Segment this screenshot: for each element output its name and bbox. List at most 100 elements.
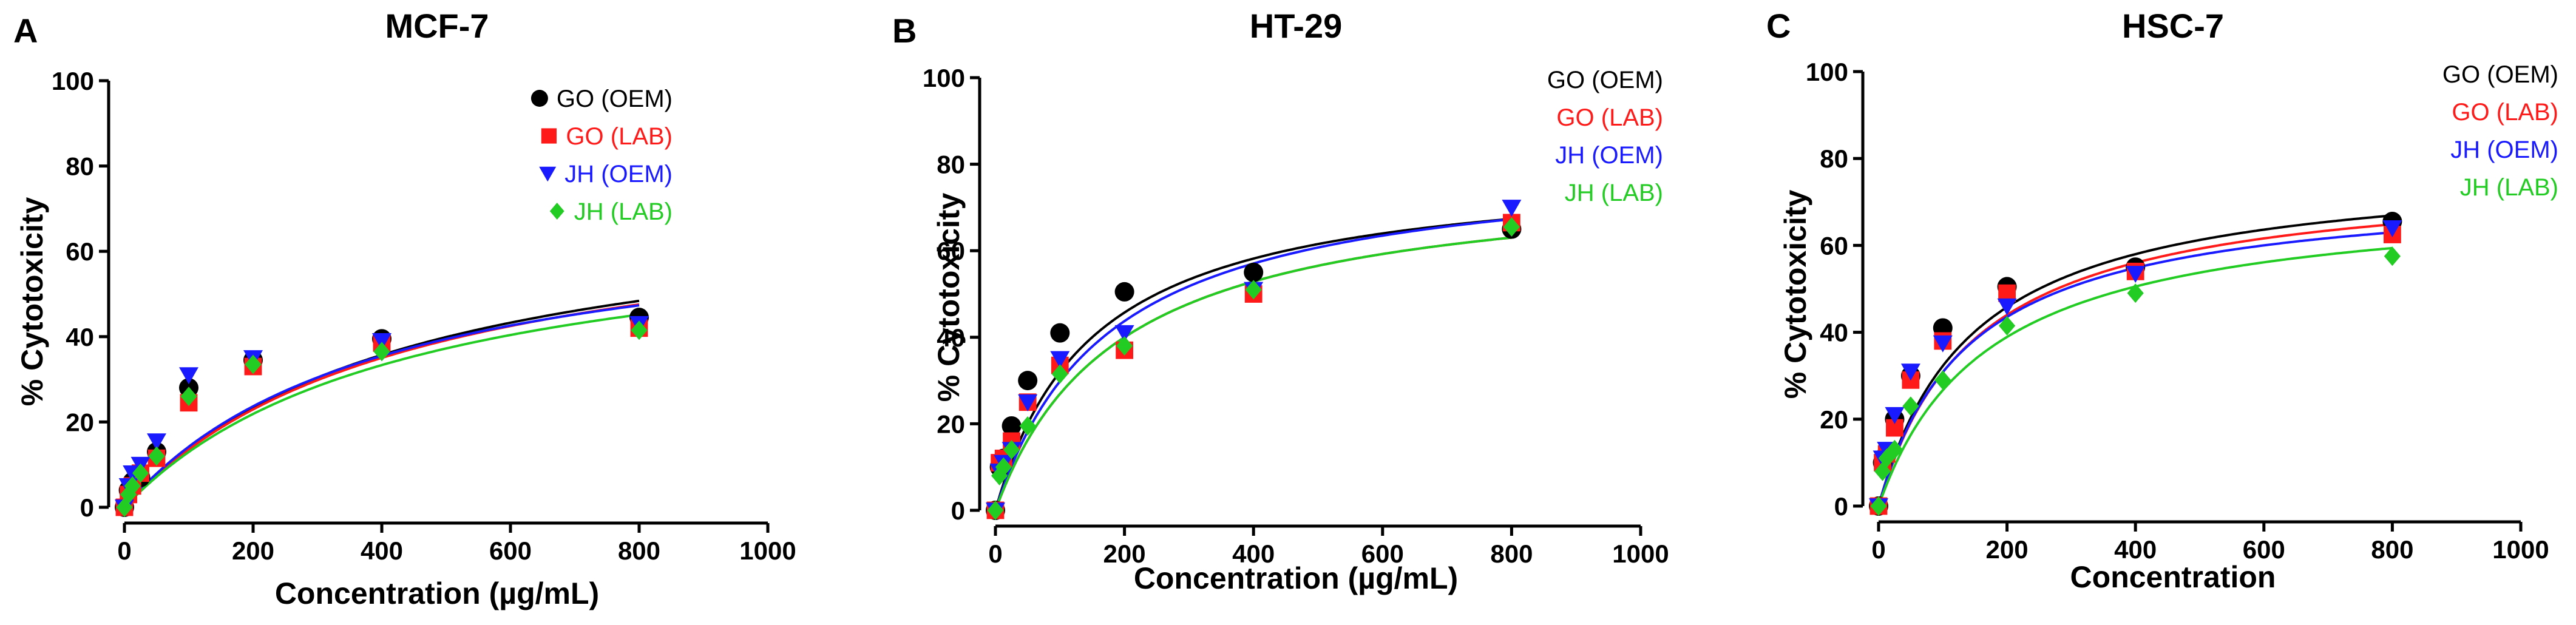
legend-item-jh-lab: JH (LAB) — [2460, 174, 2558, 201]
data-point — [1997, 298, 2017, 316]
legend-marker — [541, 128, 557, 144]
data-point — [1900, 363, 1920, 381]
legend-label: GO (LAB) — [2452, 99, 2558, 126]
y-tick-label: 100 — [52, 67, 94, 95]
data-point — [2382, 220, 2402, 237]
fit-curve-go-oem — [994, 217, 1512, 511]
x-axis-label: Concentration — [2070, 560, 2276, 594]
legend-item-jh-lab: JH (LAB) — [1565, 180, 1663, 206]
x-tick-label: 400 — [361, 536, 403, 565]
legend: GO (OEM) GO (LAB) JH (OEM) JH (LAB) — [1547, 67, 1663, 206]
x-tick-label: 600 — [2243, 535, 2285, 564]
legend-item-go-lab: GO (LAB) — [1556, 104, 1663, 131]
x-tick-label: 1000 — [1612, 539, 1669, 568]
data-point — [1116, 336, 1133, 356]
chart-title: HSC-7 — [2122, 7, 2224, 45]
panel-a: A MCF-7 Concentration (µg/mL) % Cytotoxi… — [13, 7, 796, 610]
legend-label: JH (OEM) — [564, 161, 673, 187]
legend-item-jh-oem: JH (OEM) — [539, 161, 673, 187]
y-tick-label: 0 — [80, 493, 94, 522]
y-tick-label: 60 — [1820, 231, 1848, 260]
y-tick-label: 80 — [1820, 144, 1848, 173]
data-point — [148, 446, 165, 466]
x-tick-label: 600 — [1361, 539, 1404, 568]
data-point — [1885, 407, 1905, 424]
data-point — [245, 354, 262, 374]
data-point — [180, 387, 197, 407]
x-tick-label: 800 — [618, 536, 660, 565]
data-point — [1018, 371, 1038, 391]
chart-title: HT-29 — [1250, 7, 1343, 45]
data-point — [132, 463, 149, 483]
data-point — [1003, 440, 1020, 460]
data-point — [1050, 351, 1070, 368]
x-tick-label: 800 — [1490, 539, 1533, 568]
data-point — [1050, 323, 1070, 343]
data-point — [372, 333, 391, 351]
x-axis-label: Concentration (µg/mL) — [275, 576, 599, 610]
legend-item-jh-oem: JH (OEM) — [2450, 137, 2558, 163]
data-point — [2384, 246, 2401, 266]
y-axis-label: % Cytotoxicity — [932, 193, 966, 402]
legend-label: GO (OEM) — [1547, 67, 1663, 93]
series-jh-lab — [1870, 246, 2401, 516]
series-jh-lab — [116, 320, 648, 517]
data-point — [1934, 370, 1951, 390]
x-tick-label: 400 — [1232, 539, 1275, 568]
y-tick-label: 100 — [1806, 58, 1848, 86]
y-tick-label: 60 — [66, 237, 94, 266]
fit-curve-go-oem — [1877, 214, 2393, 507]
y-tick-label: 60 — [937, 237, 965, 265]
data-point — [987, 501, 1004, 520]
data-point — [1244, 262, 1264, 282]
data-point — [1019, 416, 1036, 436]
data-point — [147, 433, 166, 451]
x-tick-label: 800 — [2371, 535, 2413, 564]
chart-title: MCF-7 — [385, 7, 489, 45]
x-tick-label: 200 — [1986, 535, 2029, 564]
data-point — [1933, 335, 1953, 353]
y-axis-label: % Cytotoxicity — [1778, 190, 1812, 399]
y-tick-label: 100 — [923, 64, 965, 92]
y-axis-label: % Cytotoxicity — [15, 197, 49, 407]
data-point — [2126, 266, 2146, 283]
data-point — [1051, 364, 1068, 384]
x-tick-label: 200 — [232, 536, 274, 565]
data-point — [1999, 316, 2016, 336]
legend-marker — [549, 203, 564, 220]
x-tick-label: 400 — [2114, 535, 2157, 564]
panel-letter: C — [1766, 7, 1791, 45]
y-tick-label: 80 — [66, 152, 94, 181]
panel-letter: B — [892, 12, 917, 50]
data-point — [1114, 325, 1134, 342]
data-point — [179, 367, 198, 385]
legend-label: JH (LAB) — [2460, 174, 2558, 201]
y-tick-label: 80 — [937, 150, 965, 179]
data-point — [631, 320, 648, 340]
y-tick-label: 0 — [951, 496, 965, 525]
legend-marker-icon — [541, 128, 557, 144]
legend-label: JH (OEM) — [1555, 142, 1663, 169]
legend: GO (OEM) GO (LAB) JH (OEM) JH (LAB) — [2442, 61, 2558, 201]
legend-label: GO (LAB) — [1556, 104, 1663, 131]
legend-marker — [530, 90, 548, 107]
legend: GO (OEM) GO (LAB) JH (OEM) JH (LAB) — [530, 86, 673, 225]
legend-item-jh-oem: JH (OEM) — [1555, 142, 1663, 169]
legend-item-go-oem: GO (OEM) — [2442, 61, 2558, 88]
x-tick-label: 0 — [117, 536, 131, 565]
legend-item-go-lab: GO (LAB) — [541, 123, 673, 150]
x-axis-label: Concentration (µg/mL) — [1134, 561, 1458, 595]
data-point — [1503, 217, 1520, 237]
legend-marker-icon — [539, 166, 557, 182]
legend-label: JH (LAB) — [1565, 180, 1663, 206]
panel-b: B HT-29 Concentration (µg/mL) % Cytotoxi… — [892, 7, 1669, 595]
panel-c: C HSC-7 Concentration % Cytotoxicity 0 20… — [1766, 7, 2558, 594]
x-tick-label: 200 — [1103, 539, 1146, 568]
data-point — [1902, 396, 1919, 416]
legend-marker-icon — [549, 203, 564, 220]
y-tick-label: 0 — [1834, 492, 1848, 521]
data-point — [1870, 496, 1887, 516]
